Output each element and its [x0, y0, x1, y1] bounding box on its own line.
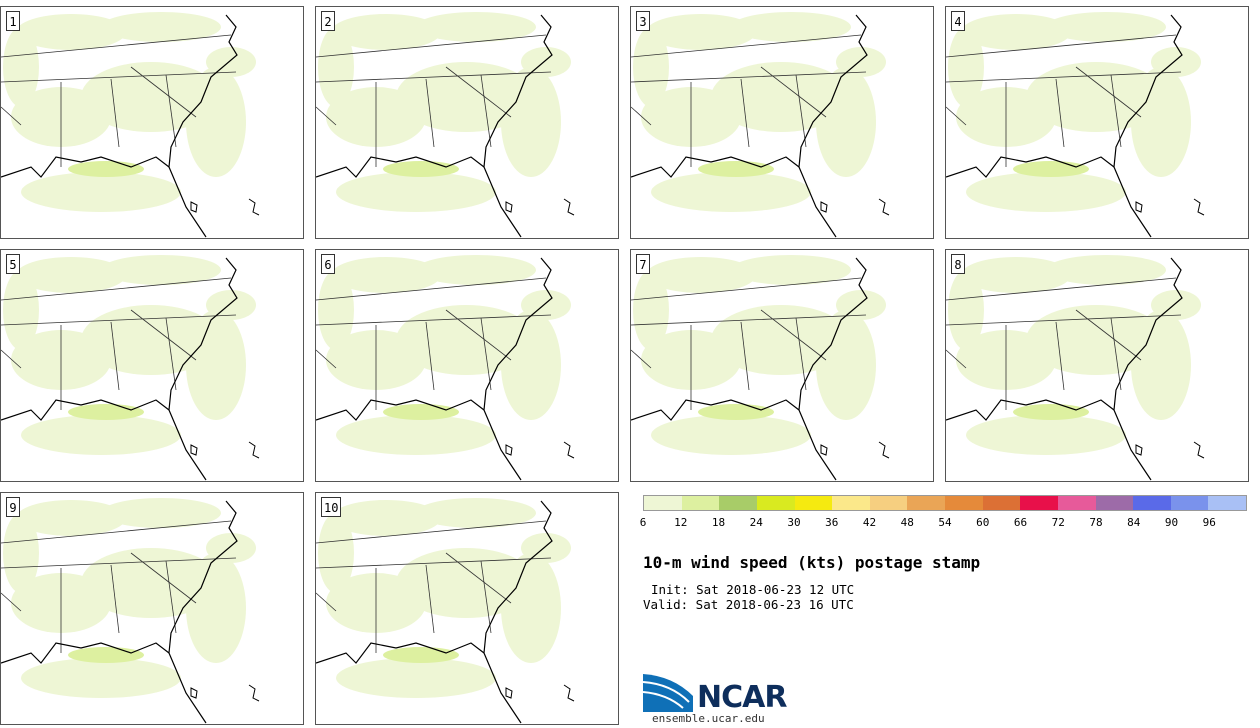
ensemble-member-panel: 10 — [315, 492, 619, 725]
colorbar-tick-label: 60 — [976, 516, 990, 529]
member-number-label: 1 — [6, 11, 20, 31]
colorbar-tick-label: 84 — [1127, 516, 1141, 529]
colorbar-swatch — [1170, 496, 1209, 510]
colorbar-tick-label: 72 — [1051, 516, 1065, 529]
colorbar-tick-label: 30 — [787, 516, 801, 529]
colorbar-swatch — [756, 496, 795, 510]
ensemble-member-panel: 2 — [315, 6, 619, 239]
init-time: Init: Sat 2018-06-23 12 UTC — [651, 582, 855, 597]
ensemble-member-panel: 6 — [315, 249, 619, 482]
ncar-logo-text: NCAR — [697, 680, 787, 715]
colorbar-tick-labels: 6 12 18 24 30 36 42 48 54 60 66 72 78 84 90 96 — [639, 516, 1247, 530]
colorbar-swatch — [945, 496, 983, 510]
product-title: 10-m wind speed (kts) postage stamp — [643, 553, 981, 572]
map-icon — [316, 12, 575, 238]
member-number-label: 2 — [321, 11, 335, 31]
map-icon — [631, 12, 890, 238]
colorbar-swatch — [1095, 496, 1134, 510]
member-number-label: 10 — [321, 497, 342, 517]
valid-time: Valid: Sat 2018-06-23 16 UTC — [643, 597, 854, 612]
colorbar-swatch — [869, 496, 908, 510]
colorbar-swatch — [1020, 496, 1058, 510]
colorbar-tick-label: 18 — [711, 516, 726, 529]
colorbar-swatch — [1133, 496, 1171, 510]
colorbar-tick-label: 42 — [862, 516, 877, 529]
colorbar-tick-label: 24 — [749, 516, 763, 529]
ensemble-member-panel: 5 — [0, 249, 304, 482]
map-icon — [1, 498, 260, 724]
map-icon — [946, 255, 1205, 481]
colorbar-swatch — [832, 496, 870, 510]
map-icon — [946, 12, 1205, 238]
colorbar-swatch — [1057, 496, 1096, 510]
colorbar-tick-label: 90 — [1164, 516, 1179, 529]
colorbar-tick-label: 48 — [900, 516, 914, 529]
colorbar-swatch — [907, 496, 945, 510]
ensemble-url: ensemble.ucar.edu — [652, 712, 765, 725]
member-number-label: 9 — [6, 497, 20, 517]
colorbar-swatch — [719, 496, 757, 510]
ensemble-member-panel: 9 — [0, 492, 304, 725]
map-icon — [1, 255, 260, 481]
colorbar-tick-label: 54 — [938, 516, 952, 529]
ncar-logo-icon — [643, 674, 693, 712]
map-icon — [1, 12, 260, 238]
ensemble-member-panel: 3 — [630, 6, 934, 239]
member-number-label: 4 — [951, 11, 965, 31]
colorbar-swatch — [681, 496, 720, 510]
member-number-label: 3 — [636, 11, 650, 31]
colorbar-tick-label: 12 — [674, 516, 688, 529]
colorbar-tick-label: 78 — [1089, 516, 1103, 529]
member-number-label: 8 — [951, 254, 965, 274]
ensemble-member-panel: 4 — [945, 6, 1249, 239]
map-icon — [631, 255, 890, 481]
ensemble-member-panel: 8 — [945, 249, 1249, 482]
colorbar-swatch — [794, 496, 833, 510]
colorbar-swatch — [1208, 496, 1246, 510]
colorbar-tick-label: 66 — [1013, 516, 1028, 529]
wind-speed-colorbar — [643, 495, 1247, 511]
member-number-label: 6 — [321, 254, 335, 274]
colorbar-tick-label: 6 — [639, 516, 647, 529]
colorbar-swatch — [644, 496, 682, 510]
colorbar-tick-label: 36 — [825, 516, 839, 529]
colorbar-swatch — [982, 496, 1021, 510]
ensemble-member-panel: 1 — [0, 6, 304, 239]
map-icon — [316, 255, 575, 481]
member-number-label: 5 — [6, 254, 20, 274]
member-number-label: 7 — [636, 254, 650, 274]
map-icon — [316, 498, 575, 724]
colorbar-tick-label: 96 — [1202, 516, 1216, 529]
ensemble-member-panel: 7 — [630, 249, 934, 482]
